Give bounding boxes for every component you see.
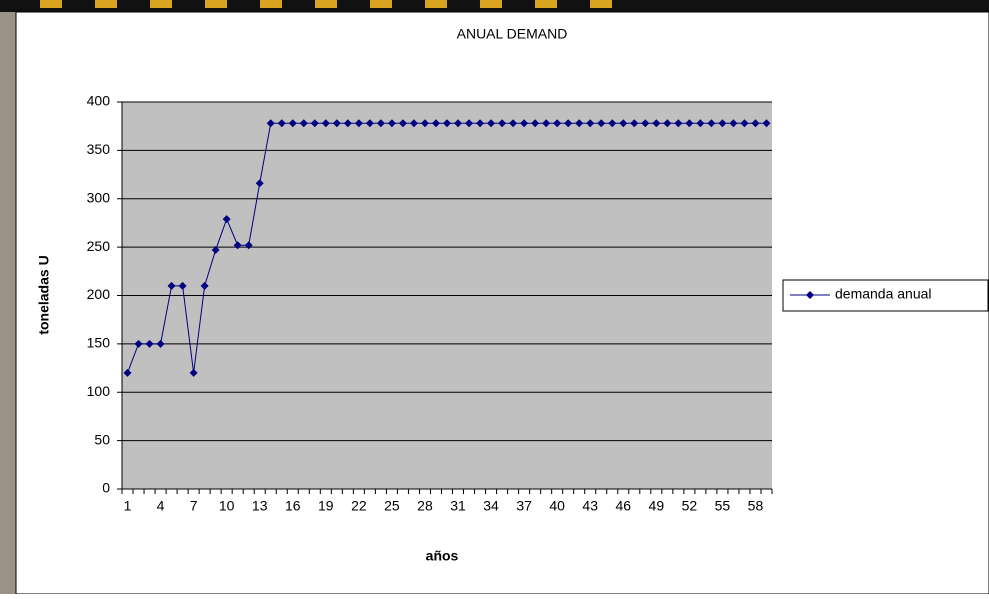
y-tick-label: 350 [87,141,111,157]
x-tick-label: 25 [384,498,400,514]
x-tick-label: 31 [450,498,466,514]
x-axis-label: años [426,548,459,564]
x-tick-label: 22 [351,498,367,514]
y-tick-label: 250 [87,238,111,254]
x-tick-label: 52 [682,498,698,514]
x-tick-label: 1 [124,498,132,514]
left-strip [0,12,16,594]
y-tick-label: 300 [87,189,111,205]
x-tick-label: 40 [549,498,565,514]
x-tick-label: 16 [285,498,301,514]
x-tick-label: 46 [615,498,631,514]
y-tick-label: 50 [94,431,110,447]
x-tick-label: 49 [649,498,665,514]
y-tick-label: 150 [87,335,111,351]
x-tick-label: 7 [190,498,198,514]
y-tick-label: 0 [102,480,110,496]
y-tick-label: 100 [87,383,111,399]
x-tick-label: 13 [252,498,268,514]
y-axis-label: toneladas U [36,255,52,334]
x-tick-label: 4 [157,498,165,514]
x-tick-label: 37 [516,498,532,514]
x-tick-label: 10 [219,498,235,514]
x-tick-label: 55 [715,498,731,514]
x-tick-label: 43 [582,498,598,514]
chart: ANUAL DEMAND años toneladas U 0 50 100 150 2… [0,0,989,594]
legend-label: demanda anual [835,286,932,302]
x-tick-label: 34 [483,498,499,514]
y-tick-label: 400 [87,93,111,109]
x-tick-label: 58 [748,498,764,514]
chart-title: ANUAL DEMAND [457,26,568,42]
x-tick-label: 19 [318,498,334,514]
x-tick-label: 28 [417,498,433,514]
y-tick-label: 200 [87,286,111,302]
